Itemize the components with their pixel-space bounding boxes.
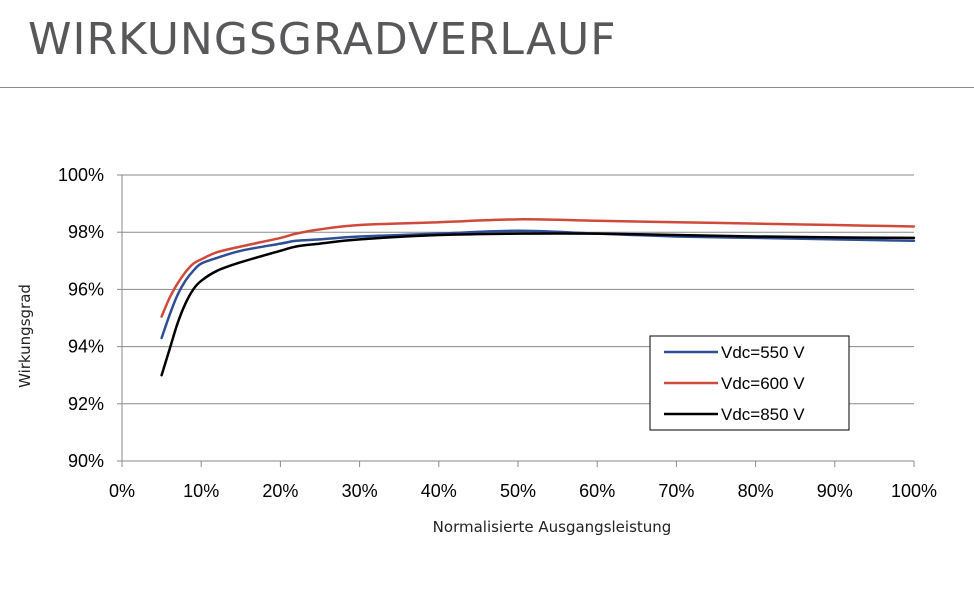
legend-label: Vdc=550 V	[721, 343, 805, 362]
y-tick-label: 100%	[58, 165, 104, 185]
x-tick-label: 100%	[891, 481, 937, 501]
series-line-2	[160, 218, 916, 318]
x-tick-label: 80%	[738, 481, 774, 501]
x-tick-label: 20%	[262, 481, 298, 501]
x-tick-label: 60%	[579, 481, 615, 501]
axes-layer	[117, 174, 915, 467]
y-tick-label: 92%	[68, 394, 104, 414]
series-layer	[160, 218, 916, 377]
page-title: WIRKUNGSGRADVERLAUF	[28, 14, 617, 65]
x-tick-label: 40%	[421, 481, 457, 501]
x-tick-label: 10%	[183, 481, 219, 501]
series-line-1	[160, 229, 916, 340]
x-tick-label: 90%	[817, 481, 853, 501]
legend: Vdc=550 V Vdc=600 V Vdc=850 V	[649, 335, 850, 431]
y-tick-label: 90%	[68, 451, 104, 471]
x-tick-label: 50%	[500, 481, 536, 501]
y-tick-label: 94%	[68, 337, 104, 357]
x-axis-title: Normalisierte Ausgangsleistung	[433, 518, 672, 536]
y-tick-label: 98%	[68, 222, 104, 242]
legend-label: Vdc=600 V	[721, 374, 805, 393]
y-tick-label: 96%	[68, 279, 104, 299]
legend-label: Vdc=850 V	[721, 405, 805, 424]
y-axis-title: Wirkungsgrad	[16, 284, 34, 388]
series-line-3	[160, 232, 916, 377]
tick-labels: 90% 92% 94% 96% 98% 100% 0% 10% 20% 30% 40% 50% 60% 7…	[58, 165, 937, 501]
x-tick-label: 70%	[658, 481, 694, 501]
title-divider	[0, 87, 974, 88]
x-tick-label: 30%	[342, 481, 378, 501]
x-tick-label: 0%	[109, 481, 135, 501]
